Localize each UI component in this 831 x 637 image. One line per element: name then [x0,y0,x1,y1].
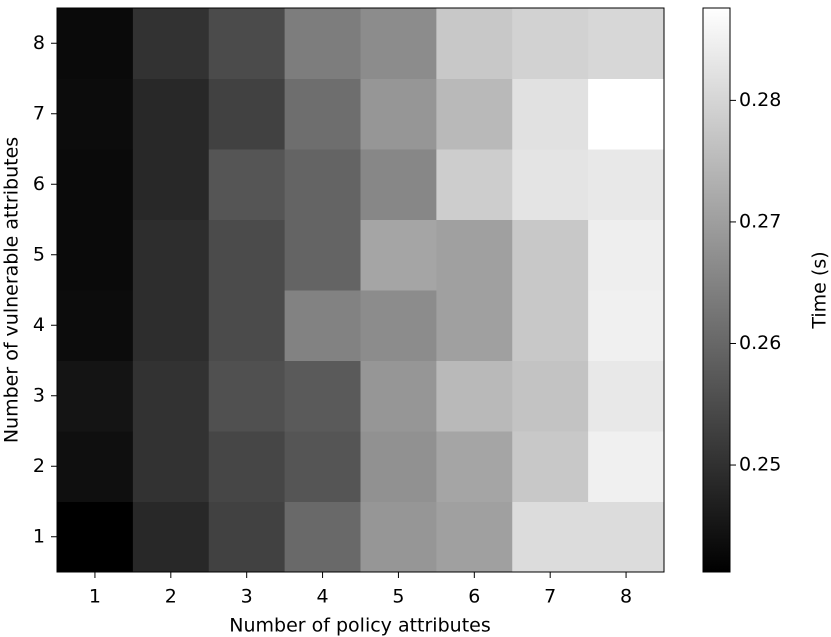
heatmap-cell [512,290,589,361]
x-tick-label: 5 [392,586,404,608]
heatmap-cell [360,219,437,291]
heatmap-cell [284,290,361,361]
heatmap-cell [360,360,437,432]
colorbar-tick-label: 0.26 [739,332,781,354]
heatmap-cell [284,501,361,573]
heatmap-cell [360,8,437,79]
heatmap-cell [208,219,286,291]
heatmap-cell [588,290,665,361]
heatmap-cell [588,219,665,291]
heatmap-cell [57,360,134,432]
heatmap-cell [360,78,437,150]
heatmap-cell [57,431,134,502]
heatmap-cell [588,8,665,79]
heatmap-cell [132,431,210,502]
heatmap-cell [436,501,513,573]
heatmap-cell [284,8,361,79]
heatmap-cell [588,501,665,573]
x-tick-label: 3 [241,586,253,608]
colorbar-tick-label: 0.27 [739,210,781,232]
y-tick-label: 4 [33,314,45,336]
y-tick-label: 2 [33,455,45,477]
heatmap-cell [360,431,437,502]
y-tick-label: 3 [33,384,45,406]
heatmap-cell [588,149,665,220]
colorbar-tick-label: 0.28 [739,89,781,111]
heatmap-cell [132,360,210,432]
y-axis-label: Number of vulnerable attributes [1,137,23,443]
heatmap-cell [132,149,210,220]
heatmap-cell [512,501,589,573]
heatmap-cell [57,501,134,573]
y-tick-label: 1 [33,525,45,547]
x-axis-label: Number of policy attributes [229,615,490,637]
heatmap-cell [284,219,361,291]
heatmap-cell [436,290,513,361]
x-tick-label: 2 [165,586,177,608]
x-tick-label: 6 [468,586,480,608]
heatmap-cell [360,501,437,573]
heatmap-cell [436,149,513,220]
heatmap-cell [512,219,589,291]
heatmap-cell [436,431,513,502]
heatmap-cell [284,78,361,150]
heatmap-cell [588,360,665,432]
heatmap-cell [132,219,210,291]
heatmap-cell [436,8,513,79]
heatmap-cell [57,78,134,150]
heatmap-cell [208,501,286,573]
heatmap-cell [284,360,361,432]
x-tick-label: 8 [620,586,632,608]
colorbar-label: Time (s) [809,251,831,329]
heatmap-cell [57,219,134,291]
heatmap-cell [208,360,286,432]
heatmap-cell [512,431,589,502]
heatmap-cell [208,149,286,220]
plot-frame [56,7,665,573]
heatmap-cell [57,149,134,220]
heatmap-cell [208,8,286,79]
heatmap-cell [132,8,210,79]
heatmap-cell [512,78,589,150]
y-tick-label: 5 [33,243,45,265]
heatmap-cell [588,78,665,150]
x-tick-label: 7 [544,586,556,608]
x-tick-label: 1 [89,586,101,608]
heatmap-cell [208,78,286,150]
y-tick-label: 6 [33,173,45,195]
heatmap-cell [132,78,210,150]
heatmap-cell [436,219,513,291]
colorbar [702,7,731,573]
heatmap-cell [588,431,665,502]
y-tick-label: 8 [33,32,45,54]
heatmap-cell [284,149,361,220]
heatmap-cell [284,431,361,502]
heatmap-cell [512,8,589,79]
heatmap-cell [360,290,437,361]
heatmap-cell [436,360,513,432]
heatmap-cell [512,360,589,432]
heatmap-cell [436,78,513,150]
heatmap-cell [208,290,286,361]
heatmap-cell [132,290,210,361]
colorbar-tick-label: 0.25 [739,454,781,476]
x-tick-label: 4 [317,586,329,608]
heatmap-cell [57,8,134,79]
heatmap-cell [208,431,286,502]
heatmap-cell [360,149,437,220]
heatmap-cell [57,290,134,361]
heatmap-cell [512,149,589,220]
heatmap-cell [132,501,210,573]
y-tick-label: 7 [33,102,45,124]
